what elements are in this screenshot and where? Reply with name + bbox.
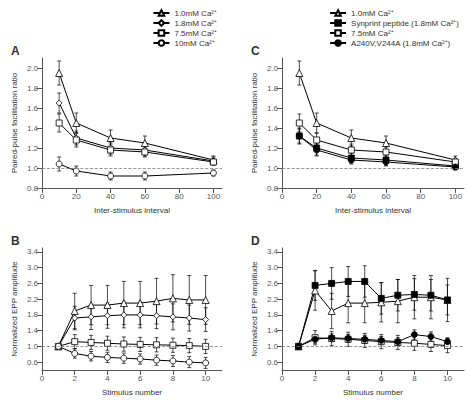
svg-text:Paired-pulse facilitation rati: Paired-pulse facilitation ratio [10,72,19,173]
svg-text:0: 0 [40,192,45,201]
svg-text:1.8: 1.8 [267,310,279,319]
svg-text:0: 0 [280,374,285,383]
svg-text:Inter-stimulus interval: Inter-stimulus interval [94,206,170,215]
svg-text:40: 40 [106,192,115,201]
svg-text:2: 2 [313,374,318,383]
svg-text:Stimulus number: Stimulus number [102,388,162,397]
svg-text:1.2: 1.2 [267,144,279,153]
svg-text:0.8: 0.8 [27,184,39,193]
svg-text:1.0: 1.0 [267,164,279,173]
svg-text:1.6: 1.6 [267,104,279,113]
svg-text:3.4: 3.4 [27,247,39,256]
svg-text:1.0: 1.0 [27,342,39,351]
svg-text:0.8: 0.8 [267,184,279,193]
svg-text:80: 80 [416,192,425,201]
svg-text:1.4: 1.4 [267,124,279,133]
svg-text:2.6: 2.6 [27,279,39,288]
svg-text:B: B [11,234,20,248]
svg-text:7.5mM Ca²⁺: 7.5mM Ca²⁺ [351,29,394,38]
svg-text:3.0: 3.0 [267,263,279,272]
svg-text:1.0: 1.0 [27,164,39,173]
svg-text:1.6: 1.6 [27,104,39,113]
svg-text:100: 100 [449,192,463,201]
svg-text:1.0: 1.0 [267,342,279,351]
svg-text:20: 20 [312,192,321,201]
svg-text:6: 6 [379,374,384,383]
svg-text:2.6: 2.6 [267,279,279,288]
svg-text:0.6: 0.6 [27,358,39,367]
svg-text:Stimulus number: Stimulus number [343,388,403,397]
svg-text:10: 10 [443,374,452,383]
svg-text:4: 4 [105,374,110,383]
svg-text:1.2: 1.2 [27,144,39,153]
svg-text:Paired-pulse facilitation rati: Paired-pulse facilitation ratio [250,72,259,173]
svg-text:7.5mM Ca²⁺: 7.5mM Ca²⁺ [174,29,217,38]
svg-text:10mM Ca²⁺: 10mM Ca²⁺ [174,39,214,48]
svg-text:1.8: 1.8 [267,84,279,93]
svg-text:2.0: 2.0 [27,64,39,73]
svg-text:A: A [11,44,20,58]
svg-text:20: 20 [72,192,81,201]
svg-text:2.2: 2.2 [267,295,279,304]
svg-text:3.0: 3.0 [27,263,39,272]
svg-text:1.0mM Ca²⁺: 1.0mM Ca²⁺ [174,9,217,18]
svg-text:D: D [251,234,260,248]
svg-text:1.8: 1.8 [27,310,39,319]
svg-text:10: 10 [201,374,210,383]
svg-text:40: 40 [347,192,356,201]
svg-text:2: 2 [73,374,78,383]
svg-text:1.4: 1.4 [27,326,39,335]
svg-text:100: 100 [207,192,221,201]
svg-text:A240V,V244A (1.8mM Ca²⁺): A240V,V244A (1.8mM Ca²⁺) [351,39,451,48]
svg-text:0: 0 [280,192,285,201]
svg-text:1.8: 1.8 [27,84,39,93]
svg-text:80: 80 [175,192,184,201]
svg-text:8: 8 [412,374,417,383]
svg-text:6: 6 [138,374,143,383]
svg-text:Synprint peptide (1.8mM Ca²⁺): Synprint peptide (1.8mM Ca²⁺) [351,19,459,28]
svg-text:3.4: 3.4 [267,247,279,256]
svg-text:1.0mM Ca²⁺: 1.0mM Ca²⁺ [351,9,394,18]
svg-text:0: 0 [40,374,45,383]
svg-text:C: C [251,44,260,58]
svg-text:0.6: 0.6 [267,358,279,367]
svg-text:Inter-stimulus interval: Inter-stimulus interval [335,206,411,215]
svg-text:2.0: 2.0 [267,64,279,73]
svg-text:60: 60 [140,192,149,201]
svg-text:1.4: 1.4 [27,124,39,133]
svg-text:1.4: 1.4 [267,326,279,335]
svg-text:Normalized EPP amplitude: Normalized EPP amplitude [10,261,19,357]
svg-text:Normalized EPP amplitude: Normalized EPP amplitude [250,261,259,357]
svg-text:8: 8 [171,374,176,383]
svg-text:60: 60 [382,192,391,201]
svg-text:1.8mM Ca²⁺: 1.8mM Ca²⁺ [174,19,217,28]
svg-text:4: 4 [346,374,351,383]
svg-text:2.2: 2.2 [27,295,39,304]
